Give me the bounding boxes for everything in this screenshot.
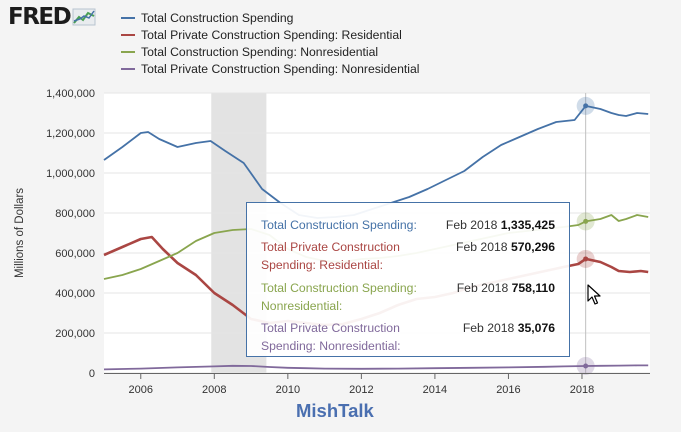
hover-point[interactable] xyxy=(583,103,589,109)
x-tick-label: 2006 xyxy=(129,384,153,396)
tooltip-series-name: Total Construction Spending: Nonresident… xyxy=(261,281,417,313)
y-tick-label: 200,000 xyxy=(55,328,95,340)
chart-tooltip: Total Construction Spending: Feb 2018 1,3… xyxy=(246,202,570,357)
tooltip-value: Feb 2018 35,076 xyxy=(463,319,555,337)
legend-swatch xyxy=(121,50,135,53)
legend-label: Total Construction Spending: Nonresident… xyxy=(141,44,379,59)
legend-swatch xyxy=(121,16,135,19)
tooltip-number: 758,110 xyxy=(511,281,555,295)
fred-logo[interactable]: FRED xyxy=(8,4,96,30)
legend-item[interactable]: Total Construction Spending xyxy=(121,9,419,26)
fred-chart-icon xyxy=(72,8,96,26)
x-tick-label: 2008 xyxy=(202,384,226,396)
tooltip-date: Feb 2018 xyxy=(462,321,515,335)
x-tick-label: 2014 xyxy=(423,384,447,396)
x-tick-label: 2018 xyxy=(570,384,594,396)
tooltip-date: Feb 2018 xyxy=(445,218,498,232)
tooltip-date: Feb 2018 xyxy=(456,281,509,295)
hover-point[interactable] xyxy=(583,218,589,224)
legend-swatch xyxy=(121,67,135,70)
y-tick-label: 1,400,000 xyxy=(46,88,95,100)
y-tick-label: 400,000 xyxy=(55,288,95,300)
legend-label: Total Private Construction Spending: Res… xyxy=(141,27,402,42)
y-tick-label: 600,000 xyxy=(55,248,95,260)
legend-label: Total Construction Spending xyxy=(141,10,294,25)
series-line[interactable] xyxy=(103,364,649,371)
chart-legend: Total Construction Spending Total Private… xyxy=(121,9,419,77)
legend-item[interactable]: Total Private Construction Spending: Non… xyxy=(121,60,419,77)
legend-item[interactable]: Total Private Construction Spending: Res… xyxy=(121,26,419,43)
legend-item[interactable]: Total Construction Spending: Nonresident… xyxy=(121,43,419,60)
tooltip-number: 570,296 xyxy=(510,240,555,254)
tooltip-number: 1,335,425 xyxy=(500,218,555,232)
tooltip-date: Feb 2018 xyxy=(456,240,508,254)
y-axis-label: Millions of Dollars xyxy=(14,188,26,278)
hover-point[interactable] xyxy=(583,363,589,369)
fred-logo-text: FRED xyxy=(8,4,72,30)
y-tick-label: 1,000,000 xyxy=(46,168,95,180)
y-tick-label: 800,000 xyxy=(55,208,95,220)
y-tick-label: 0 xyxy=(89,368,95,380)
tooltip-value: Feb 2018 758,110 xyxy=(457,279,555,297)
tooltip-value: Feb 2018 570,296 xyxy=(456,238,555,256)
y-tick-label: 1,200,000 xyxy=(46,128,95,140)
x-tick-label: 2012 xyxy=(349,384,373,396)
tooltip-series-name: Total Private Construction Spending: Non… xyxy=(261,321,401,353)
tooltip-series-name: Total Construction Spending: xyxy=(261,218,417,232)
mishtalk-watermark: MishTalk xyxy=(296,400,374,421)
tooltip-series-name: Total Private Construction Spending: Res… xyxy=(261,240,400,272)
legend-swatch xyxy=(121,33,135,36)
x-tick-label: 2016 xyxy=(496,384,520,396)
legend-label: Total Private Construction Spending: Non… xyxy=(141,61,420,76)
x-tick-label: 2010 xyxy=(276,384,300,396)
tooltip-number: 35,076 xyxy=(517,321,555,335)
hover-point[interactable] xyxy=(583,256,589,262)
tooltip-value: Feb 2018 1,335,425 xyxy=(446,216,555,234)
mouse-pointer-icon xyxy=(587,284,601,305)
